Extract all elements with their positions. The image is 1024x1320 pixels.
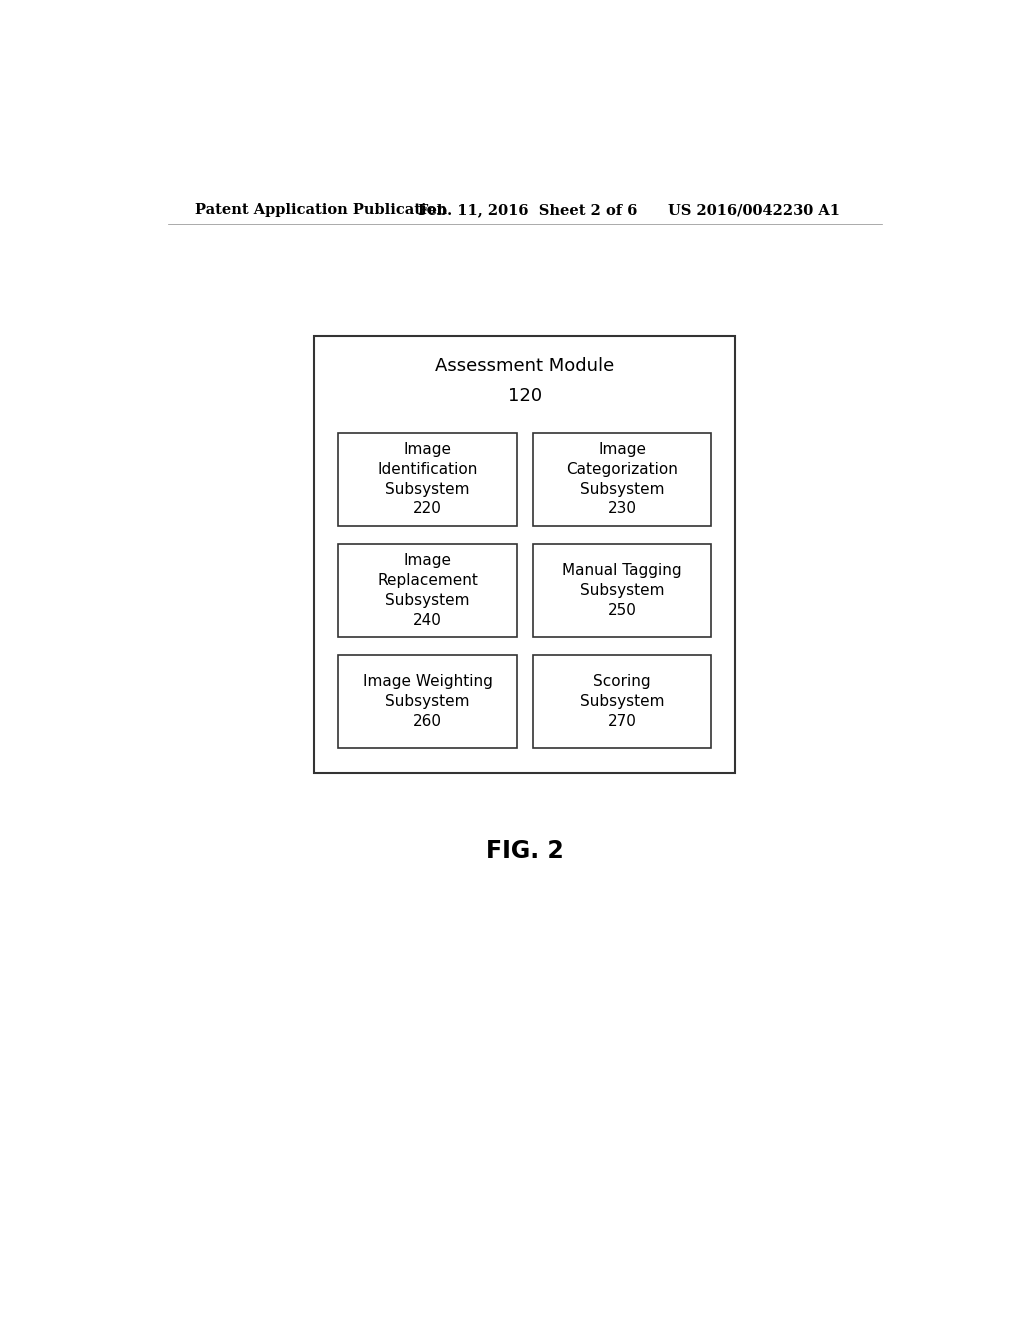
Text: Image
Replacement
Subsystem
240: Image Replacement Subsystem 240 xyxy=(377,553,478,627)
Text: Manual Tagging
Subsystem
250: Manual Tagging Subsystem 250 xyxy=(562,564,682,618)
Bar xyxy=(532,433,712,525)
Text: Scoring
Subsystem
270: Scoring Subsystem 270 xyxy=(580,675,665,729)
Bar xyxy=(314,337,735,774)
Text: Assessment Module: Assessment Module xyxy=(435,356,614,375)
Text: Image
Categorization
Subsystem
230: Image Categorization Subsystem 230 xyxy=(566,442,678,516)
Bar xyxy=(532,544,712,636)
Bar xyxy=(532,655,712,748)
Text: US 2016/0042230 A1: US 2016/0042230 A1 xyxy=(668,203,840,216)
Bar xyxy=(338,544,517,636)
Text: 120: 120 xyxy=(508,387,542,405)
Text: Image Weighting
Subsystem
260: Image Weighting Subsystem 260 xyxy=(362,675,493,729)
Text: Feb. 11, 2016  Sheet 2 of 6: Feb. 11, 2016 Sheet 2 of 6 xyxy=(418,203,637,216)
Bar xyxy=(338,433,517,525)
Text: Patent Application Publication: Patent Application Publication xyxy=(196,203,447,216)
Text: FIG. 2: FIG. 2 xyxy=(486,840,563,863)
Bar xyxy=(338,655,517,748)
Text: Image
Identification
Subsystem
220: Image Identification Subsystem 220 xyxy=(378,442,478,516)
